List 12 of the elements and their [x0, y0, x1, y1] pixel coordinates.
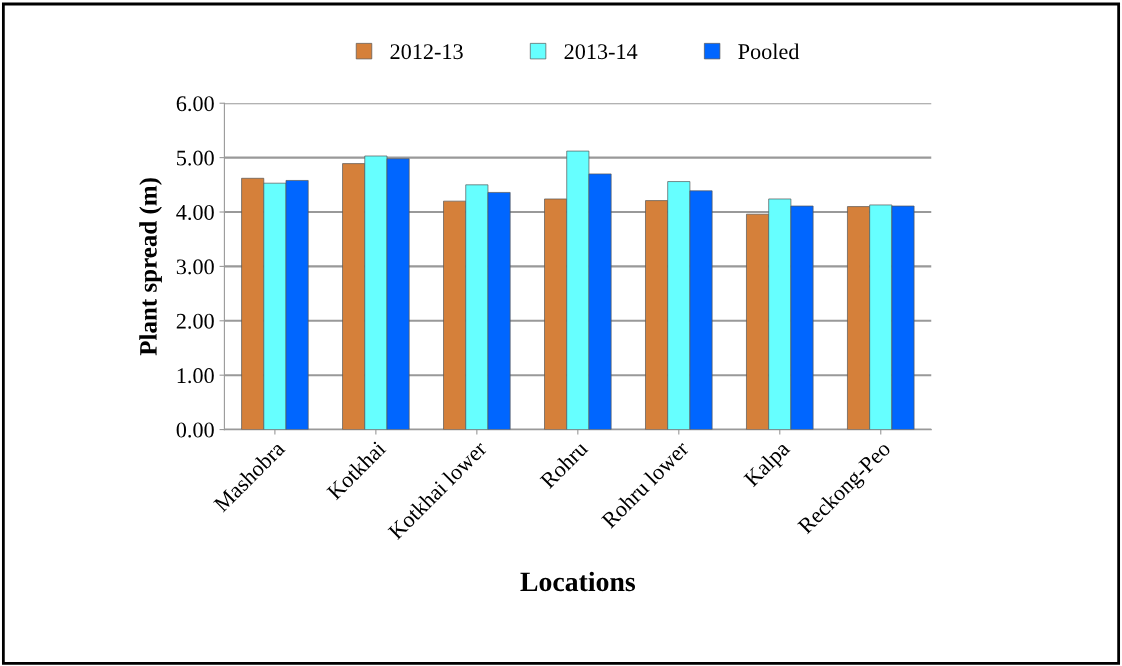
legend-label: 2012-13 [390, 44, 463, 60]
y-tick-label: 1.00 [177, 368, 214, 384]
y-tick-label: 3.00 [176, 259, 214, 275]
y-tick-label: 5.00 [177, 150, 214, 166]
x-axis-title: Locations [520, 571, 636, 592]
y-tick-label: 6.00 [176, 96, 214, 112]
y-axis-title: Plant spread (m) [139, 178, 162, 356]
legend-label: 2013-14 [564, 44, 638, 60]
legend-label: Pooled [738, 43, 800, 60]
y-tick-label: 4.00 [176, 204, 214, 221]
y-tick-label: 0.00 [176, 422, 214, 438]
y-tick-label: 2.00 [176, 313, 214, 329]
